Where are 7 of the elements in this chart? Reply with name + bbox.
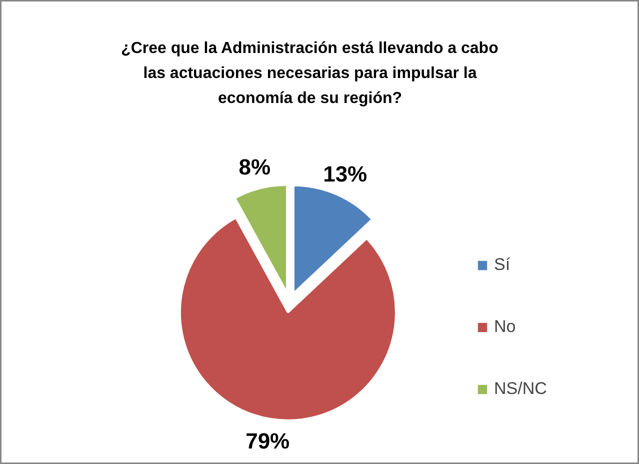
data-label: 13% (323, 162, 368, 187)
data-label: 8% (238, 154, 271, 180)
legend-label: No (494, 317, 516, 337)
data-label: 79% (246, 428, 290, 454)
legend-label: Sí (494, 255, 512, 275)
chart-title: ¿Cree que la Administración está llevando a cabo las actuaciones necesarias para impulsar la economía de su región? (121, 40, 499, 107)
legend-label: NS/NC (494, 379, 547, 399)
